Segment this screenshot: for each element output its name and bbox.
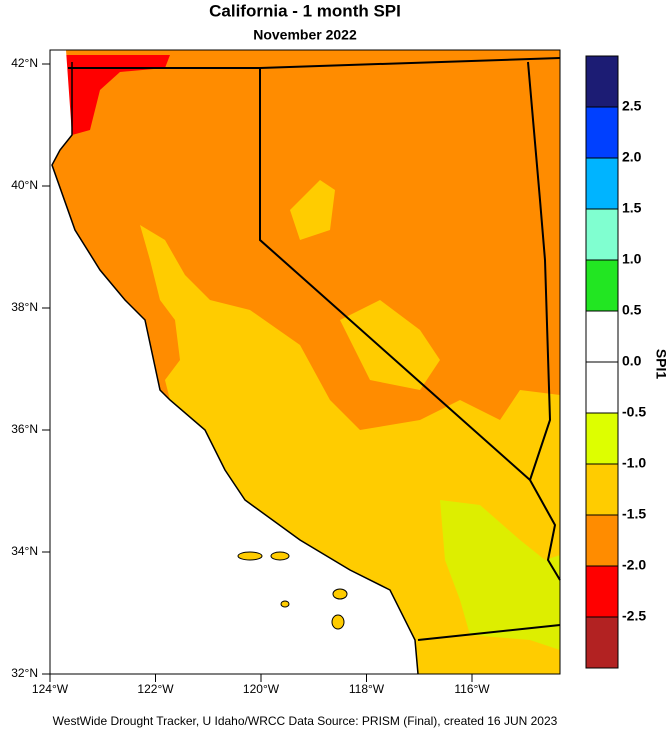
coastline bbox=[51, 62, 419, 675]
lon-label: 120°W bbox=[243, 682, 280, 696]
lat-label: 38°N bbox=[11, 300, 38, 314]
island bbox=[237, 551, 263, 561]
colorbar-label: -2.5 bbox=[622, 608, 646, 624]
lat-label: 42°N bbox=[11, 56, 38, 70]
colorbar-swatch bbox=[585, 565, 619, 618]
lat-label: 32°N bbox=[11, 666, 38, 680]
region-gold-nv bbox=[340, 300, 440, 390]
region-gold-ne bbox=[290, 180, 335, 240]
ocean bbox=[50, 50, 418, 674]
colorbar-swatch bbox=[585, 361, 619, 414]
lat-label: 40°N bbox=[11, 178, 38, 192]
colorbar-label: 1.0 bbox=[622, 251, 642, 267]
lat-label: 34°N bbox=[11, 544, 38, 558]
lon-label: 118°W bbox=[349, 682, 385, 696]
subtitle: November 2022 bbox=[253, 27, 357, 43]
lon-label: 122°W bbox=[137, 682, 174, 696]
colorbar-label: 0.5 bbox=[622, 302, 642, 318]
colorbar-swatch bbox=[585, 412, 619, 465]
colorbar-label: -0.5 bbox=[622, 404, 646, 420]
colorbar-label: 1.5 bbox=[622, 200, 642, 216]
state-borders-2 bbox=[259, 57, 561, 69]
lat-label: 36°N bbox=[11, 422, 38, 436]
lon-label: 116°W bbox=[454, 682, 490, 696]
colorbar-swatch bbox=[585, 55, 619, 108]
colorbar-swatch bbox=[585, 463, 619, 516]
colorbar-swatch bbox=[585, 616, 619, 669]
colorbar-swatch bbox=[585, 310, 619, 363]
colorbar-swatch bbox=[585, 157, 619, 210]
region-yellow-green bbox=[440, 500, 560, 650]
colorbar-swatch bbox=[585, 514, 619, 567]
lon-label: 124°W bbox=[32, 682, 69, 696]
axis-ticks: 42°N 40°N 38°N 36°N 34°N 32°N 124°W 122°W 120°W 1… bbox=[11, 56, 490, 696]
colorbar-swatch bbox=[585, 259, 619, 312]
colorbar-swatch bbox=[585, 106, 619, 159]
colorbar-label: -2.0 bbox=[622, 557, 646, 573]
colorbar-title: SPI1 bbox=[653, 349, 669, 380]
island bbox=[280, 600, 290, 608]
footer: WestWide Drought Tracker, U Idaho/WRCC D… bbox=[53, 714, 558, 728]
island bbox=[331, 614, 345, 630]
colorbar: 2.5 2.0 1.5 1.0 0.5 0.0 -0.5 -1.0 -1.5 -2.0 -2.5 bbox=[585, 55, 646, 669]
colorbar-label: 2.5 bbox=[622, 98, 642, 114]
map-frame bbox=[49, 49, 561, 675]
map-area bbox=[49, 49, 561, 675]
island bbox=[332, 588, 348, 600]
region-red bbox=[60, 55, 170, 135]
colorbar-label: -1.5 bbox=[622, 506, 646, 522]
colorbar-swatch bbox=[585, 208, 619, 261]
colorbar-label: 2.0 bbox=[622, 149, 642, 165]
mexico-border bbox=[417, 624, 561, 641]
state-borders-3 bbox=[527, 61, 552, 481]
colorbar-label: -1.0 bbox=[622, 455, 646, 471]
colorbar-label: 0.0 bbox=[622, 353, 642, 369]
title: California - 1 month SPI bbox=[209, 1, 401, 20]
island bbox=[270, 551, 290, 561]
